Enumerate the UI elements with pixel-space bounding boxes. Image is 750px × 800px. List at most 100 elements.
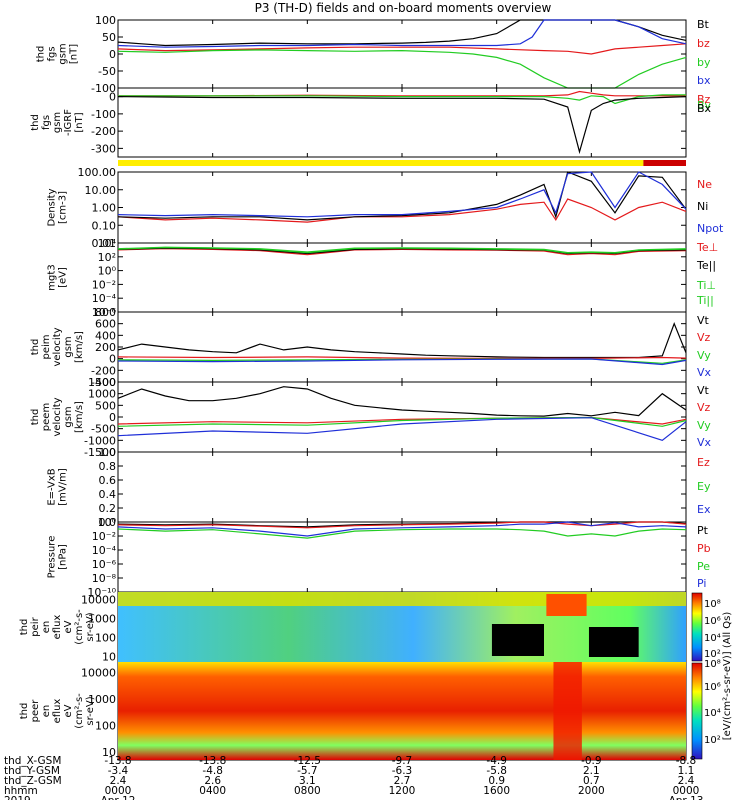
y-tick-label: -100	[91, 108, 116, 121]
y-tick-label: 10⁻⁶	[92, 558, 117, 571]
x-axis-value: 3.1	[299, 775, 316, 787]
y-tick-label: 0	[109, 411, 116, 424]
x-axis-value: 2.6	[204, 775, 221, 787]
legend-entry: bx	[697, 74, 711, 87]
y-tick-label: 10⁰	[98, 265, 117, 278]
y-axis-label: fgs	[47, 46, 58, 61]
legend-entry: Npot	[697, 222, 724, 235]
series-line-Bz	[118, 90, 686, 97]
y-tick-label: 10⁻⁴	[92, 292, 117, 305]
status-bar-segment	[643, 160, 686, 166]
legend-entry: Vt	[697, 314, 710, 327]
series-line-Pe	[117, 528, 687, 539]
y-axis-label: Pressure	[47, 536, 58, 579]
legend-entry: Vz	[697, 401, 711, 414]
panel-frame	[117, 451, 687, 523]
x-axis-value: Apr 12	[101, 795, 136, 800]
y-axis-label: eV	[63, 620, 74, 633]
x-row-label: thd_Z-GSM	[4, 775, 62, 787]
y-tick-label: 200	[95, 341, 116, 354]
y-axis-label: thd	[36, 46, 47, 63]
x-axis-value: -8.8	[676, 755, 697, 767]
y-tick-label: 0.6	[99, 474, 117, 487]
series-line-Vt	[117, 386, 687, 417]
x-axis-value: -0.9	[581, 755, 602, 767]
y-axis-label: peir	[30, 616, 41, 636]
series-line-bx	[117, 19, 687, 48]
y-tick-label: 600	[95, 318, 116, 331]
series-line-Bx	[117, 96, 687, 155]
legend-entry: Te⊥	[696, 241, 718, 254]
y-tick-label: -300	[91, 142, 116, 155]
y-axis-label: (cm²-s-	[74, 693, 85, 729]
panel-frame	[117, 171, 687, 244]
y-axis-label: en	[41, 621, 52, 634]
x-axis-value: 2.1	[583, 765, 600, 777]
panel-density: 100.00 10.00 1.00 0.10 0.01 Density [cm-3] Ne Ni…	[47, 166, 724, 250]
legend-entry: Vy	[697, 419, 711, 432]
y-tick-label: 0.2	[99, 502, 117, 515]
y-tick-label: 50	[102, 31, 116, 44]
y-axis-label: E=-VxB	[47, 468, 58, 505]
legend-entry: Te||	[696, 259, 716, 272]
series-line-Vt	[117, 322, 687, 359]
y-tick-label: 0.10	[92, 219, 117, 232]
legend-entry: Pi	[697, 577, 706, 590]
y-tick-label: 500	[95, 399, 116, 412]
y-axis-label: gsm	[52, 112, 63, 133]
y-tick-label: 1.0	[99, 446, 117, 459]
x-axis-value: 1.1	[678, 765, 695, 777]
series-line-Vx	[117, 417, 687, 441]
y-tick-label: 1000	[88, 388, 116, 401]
y-tick-label: 10	[102, 650, 116, 663]
y-axis-label: thd	[30, 339, 41, 356]
series-line-Vz	[117, 356, 687, 359]
y-tick-label: 10⁻⁶	[92, 306, 117, 319]
x-axis-value: -3.4	[108, 765, 129, 777]
status-bar-segment	[118, 160, 644, 166]
y-axis-label: [km/s]	[74, 401, 85, 433]
figure-title: P3 (TH-D) fields and on-board moments ov…	[255, 1, 552, 15]
y-tick-label: -200	[91, 364, 116, 377]
x-axis-value: -6.3	[392, 765, 413, 777]
y-tick-label: 10²	[98, 251, 116, 264]
colorbar-tick: 10⁶	[704, 616, 721, 627]
series-line-Te⊥	[117, 248, 687, 256]
y-axis-label: gsm	[63, 336, 74, 357]
x-axis-value: -9.7	[392, 755, 413, 767]
ion-spectrogram-top-band	[118, 592, 686, 606]
y-tick-label: -400	[91, 376, 116, 389]
x-row-label: thd_X-GSM	[4, 755, 61, 767]
y-axis-label: eflux	[52, 615, 63, 640]
legend-entry: Ez	[697, 456, 710, 469]
colorbar-tick: 10²	[704, 735, 721, 746]
x-axis-value: -5.7	[297, 765, 318, 777]
y-tick-label: -200	[91, 125, 116, 138]
colorbar-tick: 10⁴	[704, 633, 721, 644]
colorbar-tick: 10⁸	[704, 659, 721, 670]
x-axis-value: 2.4	[678, 775, 695, 787]
y-tick-label: 1500	[88, 376, 116, 389]
legend-entry: bz	[697, 37, 710, 50]
y-tick-label: 10⁻²	[92, 530, 116, 543]
y-axis-label: gsm	[58, 43, 69, 64]
series-line-Ti||	[117, 246, 687, 254]
legend-entry: by	[697, 56, 711, 69]
y-axis-label: en	[41, 705, 52, 718]
series-line-Pb	[117, 521, 687, 529]
y-tick-label: 10⁴	[98, 237, 117, 250]
y-tick-label: 100	[95, 720, 116, 733]
ion-spectrogram-hot	[546, 594, 587, 616]
panel-frame	[117, 19, 687, 89]
legend-entry: Vt	[697, 384, 710, 397]
y-tick-label: 10⁻⁸	[92, 572, 117, 585]
legend-entry: Bz	[697, 93, 711, 106]
colorbar-tick: 10⁴	[704, 708, 721, 719]
legend-entry: Ex	[697, 503, 711, 516]
series-line-Vx	[117, 358, 687, 366]
colorbar-tick: 10⁸	[704, 599, 721, 610]
